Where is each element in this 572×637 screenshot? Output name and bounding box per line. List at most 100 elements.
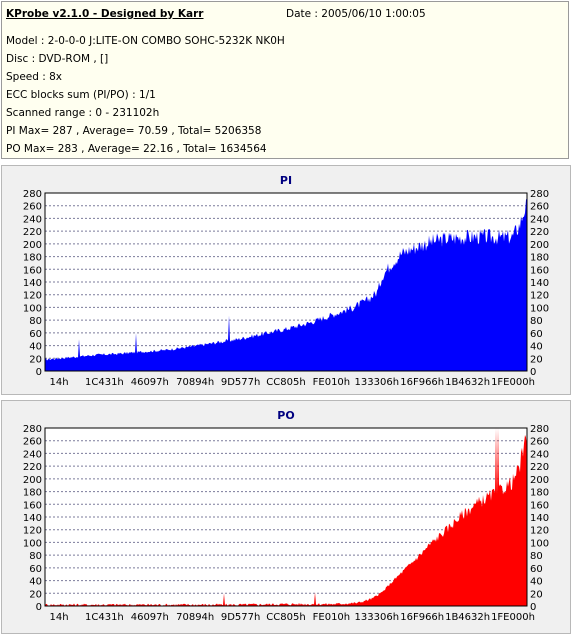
po-xtick: 1C431h	[85, 612, 124, 623]
pi-ytick-right: 60	[530, 329, 543, 340]
pi-ytick-left: 200	[23, 240, 42, 251]
pi-ytick-right: 0	[530, 367, 536, 378]
pi-xtick: 1FE000h	[491, 377, 535, 388]
pi-ytick-right: 20	[530, 354, 543, 365]
pi-ytick-left: 20	[29, 354, 42, 365]
pi-ytick-left: 80	[29, 316, 42, 327]
pi-ytick-right: 180	[530, 253, 549, 264]
po-xtick: FE010h	[313, 612, 351, 623]
po-ytick-right: 120	[530, 526, 549, 537]
po-xtick: CC805h	[266, 612, 305, 623]
po-xtick: 1FE000h	[491, 612, 535, 623]
pi-ytick-left: 120	[23, 291, 42, 302]
info-panel: KProbe v2.1.0 - Designed by Karr Date : …	[1, 1, 569, 159]
pi-stats-line: PI Max= 287 , Average= 70.59 , Total= 52…	[6, 125, 262, 137]
pi-ytick-left: 240	[23, 214, 42, 225]
pi-xtick: 9D577h	[221, 377, 261, 388]
pi-ytick-left: 0	[36, 367, 42, 378]
po-ytick-right: 80	[530, 551, 543, 562]
po-plot-frame	[44, 427, 528, 607]
pi-ytick-left: 220	[23, 227, 42, 238]
pi-xtick: 70894h	[176, 377, 214, 388]
pi-ytick-left: 140	[23, 278, 42, 289]
pi-ytick-right: 40	[530, 342, 543, 353]
po-ytick-right: 40	[530, 577, 543, 588]
pi-ytick-right: 120	[530, 291, 549, 302]
po-chart-title: PO	[277, 409, 294, 422]
po-ytick-right: 60	[530, 564, 543, 575]
pi-ytick-right: 80	[530, 316, 543, 327]
pi-ytick-right: 280	[530, 189, 549, 200]
po-xtick: 46097h	[131, 612, 169, 623]
app-title: KProbe v2.1.0 - Designed by Karr	[6, 8, 204, 20]
po-ytick-left: 220	[23, 462, 42, 473]
po-xtick: 1B4632h	[445, 612, 490, 623]
po-ytick-right: 260	[530, 437, 549, 448]
pi-ytick-left: 100	[23, 303, 42, 314]
po-ytick-left: 280	[23, 424, 42, 435]
po-xtick: 16F966h	[400, 612, 444, 623]
po-ytick-left: 200	[23, 475, 42, 486]
scan-date: Date : 2005/06/10 1:00:05	[286, 8, 426, 20]
pi-ytick-left: 160	[23, 265, 42, 276]
pi-ytick-right: 220	[530, 227, 549, 238]
pi-xtick: 1B4632h	[445, 377, 490, 388]
pi-xtick: CC805h	[266, 377, 305, 388]
po-ytick-left: 140	[23, 513, 42, 524]
pi-xtick: 14h	[49, 377, 68, 388]
pi-xtick: 46097h	[131, 377, 169, 388]
pi-xtick: 16F966h	[400, 377, 444, 388]
range-line: Scanned range : 0 - 231102h	[6, 107, 160, 119]
po-xtick: 70894h	[176, 612, 214, 623]
po-ytick-left: 20	[29, 589, 42, 600]
po-ytick-right: 0	[530, 602, 536, 613]
pi-xtick: FE010h	[313, 377, 351, 388]
po-xtick: 14h	[49, 612, 68, 623]
pi-ytick-left: 40	[29, 342, 42, 353]
speed-line: Speed : 8x	[6, 71, 63, 83]
pi-ytick-left: 180	[23, 253, 42, 264]
pi-ytick-left: 280	[23, 189, 42, 200]
po-ytick-right: 200	[530, 475, 549, 486]
po-ytick-right: 160	[530, 500, 549, 511]
pi-series-area	[45, 197, 527, 371]
pi-ytick-right: 140	[530, 278, 549, 289]
po-ytick-left: 60	[29, 564, 42, 575]
po-xtick: 133306h	[355, 612, 400, 623]
po-ytick-right: 240	[530, 449, 549, 460]
pi-chart-title: PI	[280, 174, 292, 187]
ecc-line: ECC blocks sum (PI/PO) : 1/1	[6, 89, 156, 101]
pi-ytick-left: 260	[23, 202, 42, 213]
po-ytick-right: 280	[530, 424, 549, 435]
disc-line: Disc : DVD-ROM , []	[6, 53, 109, 65]
po-ytick-left: 160	[23, 500, 42, 511]
po-ytick-right: 20	[530, 589, 543, 600]
po-xtick: 9D577h	[221, 612, 261, 623]
pi-ytick-left: 60	[29, 329, 42, 340]
po-stats-line: PO Max= 283 , Average= 22.16 , Total= 16…	[6, 143, 267, 155]
po-ytick-left: 240	[23, 449, 42, 460]
pi-xtick: 1C431h	[85, 377, 124, 388]
po-ytick-left: 40	[29, 577, 42, 588]
po-ytick-right: 220	[530, 462, 549, 473]
po-ytick-left: 180	[23, 488, 42, 499]
pi-xtick: 133306h	[355, 377, 400, 388]
po-ytick-left: 260	[23, 437, 42, 448]
po-ytick-right: 180	[530, 488, 549, 499]
po-ytick-left: 100	[23, 538, 42, 549]
po-ytick-left: 80	[29, 551, 42, 562]
po-ytick-right: 100	[530, 538, 549, 549]
pi-ytick-right: 160	[530, 265, 549, 276]
model-line: Model : 2-0-0-0 J:LITE-ON COMBO SOHC-523…	[6, 35, 285, 47]
po-chart-panel: PO 0 0 20 20 40 40 60 60 80 80 100 100 120 120 140 140 16…	[1, 400, 571, 634]
pi-ytick-right: 200	[530, 240, 549, 251]
po-ytick-left: 120	[23, 526, 42, 537]
po-ytick-left: 0	[36, 602, 42, 613]
pi-chart-panel: PI 0 0 20 20 40 40 60 60 80 80 100 100 120 120 140 140 16…	[1, 165, 571, 395]
po-ytick-right: 140	[530, 513, 549, 524]
po-series-area	[45, 428, 527, 606]
pi-ytick-right: 260	[530, 202, 549, 213]
pi-ytick-right: 240	[530, 214, 549, 225]
